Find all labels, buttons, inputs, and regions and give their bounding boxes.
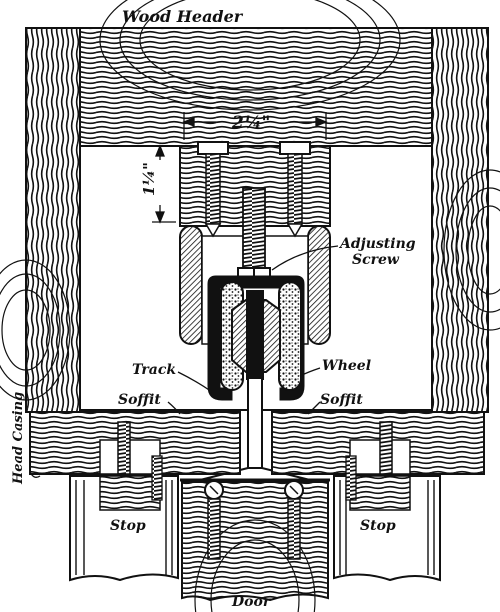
soffit-screws <box>117 421 393 475</box>
head-casing-label: Head Casing <box>11 392 26 485</box>
wheel-hub <box>231 290 281 380</box>
door-label: Door <box>231 594 272 610</box>
soffit-right <box>271 411 485 475</box>
dimension-width-label: 2¼" <box>231 113 270 133</box>
dimension-height <box>152 144 176 224</box>
stop-left-label: Stop <box>110 518 146 534</box>
track-label: Track <box>132 362 176 378</box>
adjusting-screw-label-line2: Screw <box>352 252 400 268</box>
leader-lines <box>29 245 339 478</box>
dimension-height-label: 1¼" <box>140 162 158 196</box>
soffit-left-label: Soffit <box>118 392 161 408</box>
adjusting-screw-label-line1: Adjusting <box>338 236 416 252</box>
door <box>181 480 329 612</box>
stop-right-label: Stop <box>360 518 396 534</box>
stop-left <box>69 455 179 582</box>
soffit-left <box>29 411 241 475</box>
wheel-right <box>278 281 302 391</box>
wood-header-label: Wood Header <box>122 7 244 26</box>
adjusting-screw <box>237 187 271 285</box>
wheel-label: Wheel <box>322 358 371 374</box>
hanger-stem <box>180 377 330 482</box>
dimension-width <box>182 112 328 140</box>
header-mount-screws <box>197 141 311 238</box>
stop-right <box>333 455 441 582</box>
soffit-right-label: Soffit <box>320 392 363 408</box>
